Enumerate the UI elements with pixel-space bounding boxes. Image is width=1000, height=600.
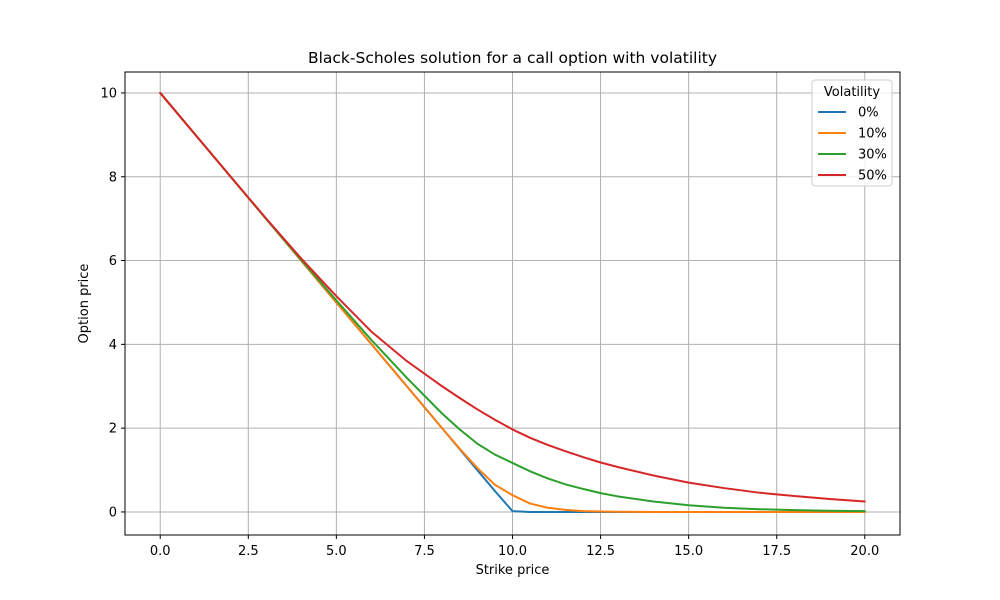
y-axis-label: Option price	[77, 264, 92, 344]
chart-title: Black-Scholes solution for a call option…	[308, 49, 717, 67]
legend-label: 0%	[858, 106, 879, 121]
legend-title: Volatility	[824, 85, 880, 100]
x-tick-label: 7.5	[414, 544, 435, 559]
legend: Volatility 0% 10% 30% 50%	[811, 79, 893, 187]
series-line-3	[159, 91, 866, 513]
x-tick-label: 15.0	[674, 544, 703, 559]
x-tick-label: 2.5	[238, 544, 259, 559]
legend-label: 50%	[858, 169, 887, 184]
y-tick-label: 4	[109, 338, 117, 353]
legend-items: 0% 10% 30% 50%	[818, 106, 887, 184]
x-tick-label: 20.0	[850, 544, 879, 559]
legend-label: 30%	[858, 148, 887, 163]
x-tick-label: 0.0	[150, 544, 171, 559]
y-tick-label: 8	[109, 170, 117, 185]
series-line-4	[159, 91, 866, 503]
y-tick-label: 0	[109, 505, 117, 520]
x-axis-label: Strike price	[476, 563, 550, 578]
y-tick-label: 2	[109, 422, 117, 437]
y-axis-ticks: 0 2 4 6 8 10	[100, 86, 125, 520]
y-tick-label: 10	[100, 86, 117, 101]
x-tick-label: 17.5	[762, 544, 791, 559]
legend-box	[811, 79, 893, 187]
x-tick-label: 10.0	[498, 544, 527, 559]
x-axis-ticks: 0.0 2.5 5.0 7.5 10.0 12.5 15.0 17.5 20.0	[150, 535, 879, 559]
series-lines	[159, 91, 866, 513]
legend-label: 10%	[858, 127, 887, 142]
y-tick-label: 6	[109, 254, 117, 269]
x-tick-label: 5.0	[326, 544, 347, 559]
x-tick-label: 12.5	[586, 544, 615, 559]
